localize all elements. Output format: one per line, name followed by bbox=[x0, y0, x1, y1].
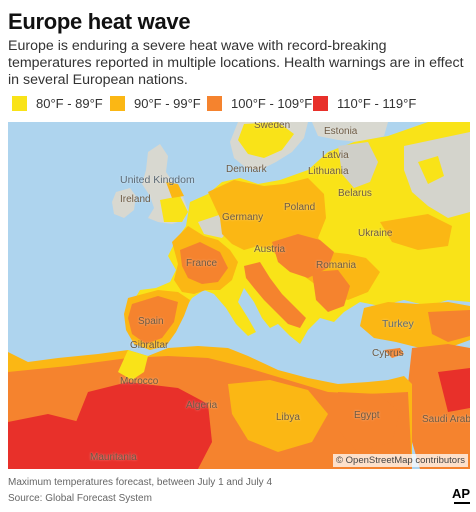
scandinavia-heat-yellow bbox=[238, 122, 294, 158]
label-turkey: Turkey bbox=[382, 318, 414, 330]
map-caption: Maximum temperatures forecast, between J… bbox=[8, 477, 273, 488]
egypt-heat bbox=[338, 392, 400, 452]
label-latvia: Latvia bbox=[322, 150, 349, 161]
label-lithuania: Lithuania bbox=[308, 166, 349, 177]
label-austria: Austria bbox=[254, 244, 286, 255]
label-estonia: Estonia bbox=[324, 126, 358, 137]
label-mauritania: Mauritania bbox=[90, 452, 137, 463]
label-gibraltar: Gibraltar bbox=[130, 340, 169, 351]
label-ukraine: Ukraine bbox=[358, 228, 393, 239]
label-saudi-arabia: Saudi Arabia bbox=[422, 414, 470, 425]
sahara-heat-red bbox=[72, 382, 212, 469]
mauritania-heat-red bbox=[8, 414, 86, 469]
russia-heat-patch bbox=[418, 156, 444, 184]
label-ireland: Ireland bbox=[120, 194, 151, 205]
ukraine-heat-orange bbox=[380, 214, 452, 250]
source-credit: Source: Global Forecast System bbox=[8, 493, 152, 504]
uk-heat-orange bbox=[166, 182, 184, 198]
map-attribution[interactable]: © OpenStreetMap contributors bbox=[333, 454, 468, 467]
label-poland: Poland bbox=[284, 202, 316, 213]
turkey-heat-red-orange bbox=[428, 310, 470, 342]
greece-heat bbox=[312, 270, 350, 312]
label-egypt: Egypt bbox=[354, 410, 380, 421]
label-morocco: Morocco bbox=[120, 376, 159, 387]
legend-item-100-109: 100°F - 109°F bbox=[207, 94, 312, 112]
label-france: France bbox=[186, 258, 218, 269]
legend-label-100-109: 100°F - 109°F bbox=[231, 95, 313, 111]
finland-landmass bbox=[312, 122, 388, 142]
morocco-coast-heat-yellow bbox=[118, 350, 148, 380]
legend-item-80-89: 80°F - 89°F bbox=[12, 94, 103, 112]
legend-label-90-99: 90°F - 99°F bbox=[134, 95, 201, 111]
label-spain: Spain bbox=[138, 316, 164, 327]
legend-label-80-89: 80°F - 89°F bbox=[36, 95, 103, 111]
legend-item-110-119: 110°F - 119°F bbox=[313, 94, 416, 112]
legend-item-90-99: 90°F - 99°F bbox=[110, 94, 201, 112]
legend-swatch-110-119 bbox=[313, 95, 328, 111]
legend-swatch-80-89 bbox=[12, 95, 27, 111]
label-germany: Germany bbox=[222, 212, 264, 223]
balkans-heat bbox=[272, 234, 334, 278]
label-libya: Libya bbox=[276, 412, 300, 423]
label-belarus: Belarus bbox=[338, 188, 372, 199]
label-algeria: Algeria bbox=[186, 400, 218, 411]
baltic-cool-area bbox=[338, 142, 378, 188]
heat-map-svg bbox=[8, 122, 470, 469]
temperature-legend: 80°F - 89°F 90°F - 99°F 100°F - 109°F 11… bbox=[12, 94, 472, 112]
ap-logo: AP bbox=[451, 486, 470, 501]
legend-swatch-100-109 bbox=[207, 95, 222, 111]
libya-heat-orange bbox=[228, 380, 328, 452]
italy-heat bbox=[244, 262, 306, 328]
legend-swatch-90-99 bbox=[110, 95, 125, 111]
iberia-heat-red-orange bbox=[128, 296, 178, 344]
uk-heat-yellow bbox=[160, 196, 188, 222]
label-united-kingdom: United Kingdom bbox=[120, 174, 195, 186]
page-subtitle: Europe is enduring a severe heat wave wi… bbox=[8, 38, 464, 88]
label-romania: Romania bbox=[316, 260, 357, 271]
ireland-landmass bbox=[112, 188, 136, 218]
legend-label-110-119: 110°F - 119°F bbox=[337, 95, 417, 111]
iraq-heat-red bbox=[438, 368, 470, 412]
label-sweden: Sweden bbox=[254, 122, 291, 131]
page-title: Europe heat wave bbox=[8, 9, 191, 34]
france-heat-red-orange bbox=[180, 242, 228, 284]
cyprus-landmass bbox=[384, 348, 404, 358]
label-cyprus: Cyprus bbox=[372, 348, 404, 359]
label-denmark: Denmark bbox=[226, 164, 267, 175]
heat-map[interactable]: Sweden Estonia Latvia Lithuania Denmark … bbox=[8, 122, 470, 469]
ap-logo-bar bbox=[454, 502, 470, 504]
